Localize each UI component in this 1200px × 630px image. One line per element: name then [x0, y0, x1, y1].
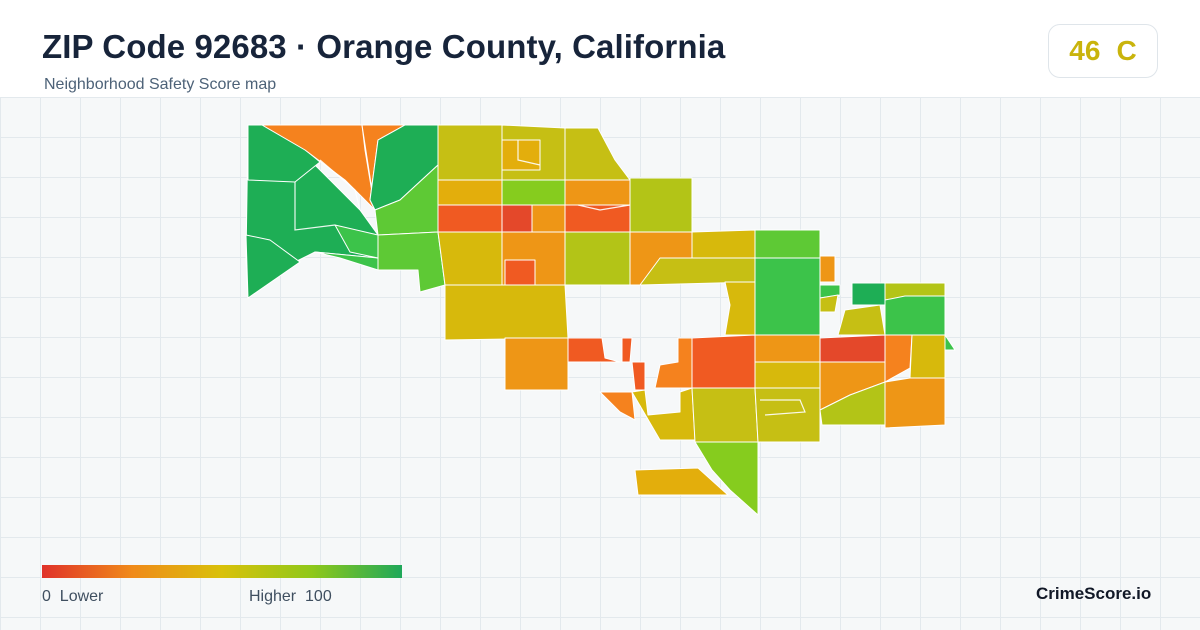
map-region[interactable] — [654, 337, 693, 389]
map-region[interactable] — [437, 231, 503, 286]
map-region[interactable] — [944, 334, 956, 351]
map-region[interactable] — [631, 361, 646, 391]
map-region[interactable] — [851, 282, 886, 306]
map-region[interactable] — [754, 229, 821, 259]
map-region[interactable] — [629, 177, 693, 233]
map-region[interactable] — [437, 179, 503, 206]
page-title: ZIP Code 92683 · Orange County, Californ… — [42, 28, 726, 65]
map-region[interactable] — [377, 231, 446, 293]
map-region[interactable] — [245, 234, 301, 299]
map-region[interactable] — [501, 204, 533, 233]
map-region[interactable] — [599, 391, 636, 421]
map-region[interactable] — [909, 334, 946, 379]
map-region[interactable] — [501, 139, 541, 171]
map-region[interactable] — [501, 179, 566, 206]
map-region[interactable] — [504, 337, 569, 391]
map-region[interactable] — [884, 334, 913, 383]
map-region[interactable] — [884, 295, 946, 336]
map-region[interactable] — [314, 251, 379, 271]
legend-high-label: Higher 100 — [249, 588, 332, 606]
map-region[interactable] — [567, 337, 621, 363]
map-region[interactable] — [754, 257, 821, 336]
brand-logo-text: CrimeScore.io — [1036, 584, 1152, 603]
map-region[interactable] — [691, 387, 759, 443]
page-subtitle: Neighborhood Safety Score map — [44, 76, 277, 93]
map-region[interactable] — [437, 204, 503, 233]
safety-score-value: 46 — [1069, 35, 1101, 66]
map-region[interactable] — [634, 467, 729, 496]
legend-higher-text: Higher — [249, 588, 297, 605]
map-region[interactable] — [564, 127, 631, 181]
map-region[interactable] — [754, 334, 821, 363]
map-region[interactable] — [564, 231, 631, 286]
map-region[interactable] — [724, 281, 756, 336]
map-region[interactable] — [444, 284, 569, 341]
map-region[interactable] — [639, 257, 756, 286]
map-region[interactable] — [819, 334, 886, 363]
map-region[interactable] — [437, 124, 503, 181]
legend-max-value: 100 — [305, 588, 332, 605]
map-region[interactable] — [691, 229, 756, 259]
legend-lower-text: Lower — [59, 588, 104, 605]
legend-low-label: 0 Lower — [42, 588, 103, 606]
map-region[interactable] — [819, 294, 839, 313]
page-header: ZIP Code 92683 · Orange County, Californ… — [0, 0, 1200, 97]
map-region[interactable] — [691, 334, 756, 389]
map-region[interactable] — [754, 361, 821, 389]
map-region[interactable] — [837, 304, 886, 336]
map-region[interactable] — [694, 441, 759, 516]
map-region[interactable] — [884, 377, 946, 429]
map-region[interactable] — [754, 387, 821, 443]
map-region[interactable] — [621, 337, 633, 363]
safety-score-grade: C — [1116, 35, 1137, 66]
map-region[interactable] — [564, 179, 631, 206]
legend-min-value: 0 — [42, 588, 51, 605]
map-region[interactable] — [631, 387, 696, 441]
map-region[interactable] — [334, 224, 379, 259]
safety-score-badge: 46 C — [1048, 24, 1158, 78]
legend-gradient-bar — [42, 565, 402, 578]
map-region[interactable] — [819, 284, 841, 299]
map-region[interactable] — [531, 204, 566, 233]
map-region[interactable] — [504, 259, 536, 286]
map-region[interactable] — [819, 255, 836, 283]
